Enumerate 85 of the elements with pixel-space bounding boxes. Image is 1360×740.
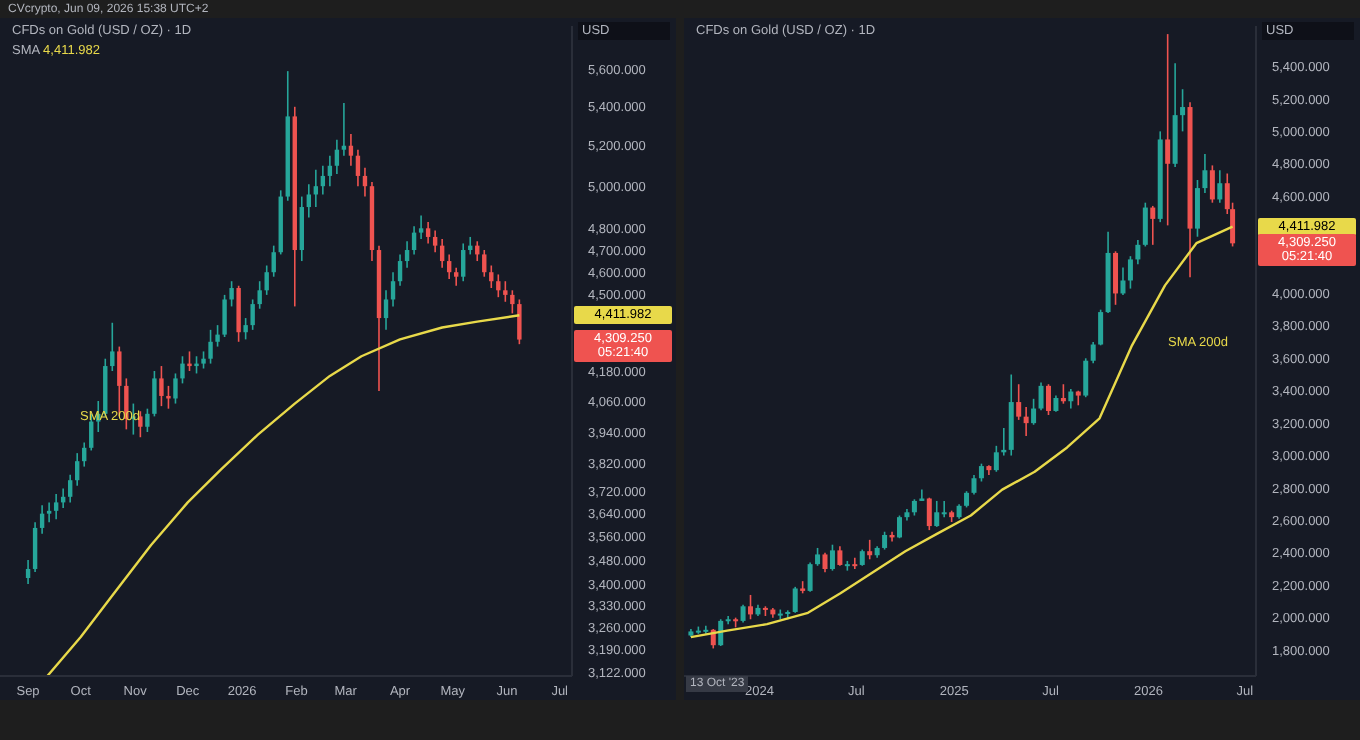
candlestick (173, 372, 178, 405)
candlestick (159, 365, 164, 407)
candlestick (1098, 308, 1104, 347)
candlestick (1217, 169, 1223, 204)
candlestick (1202, 153, 1208, 194)
candlestick (1083, 357, 1089, 398)
candlestick (934, 500, 940, 528)
candlestick (867, 539, 873, 561)
candlestick (75, 452, 80, 487)
candlestick (837, 545, 843, 567)
candlestick (208, 329, 213, 365)
candlestick (222, 294, 227, 338)
candlestick (792, 586, 798, 614)
candlestick (257, 280, 262, 310)
candlestick (1194, 179, 1200, 238)
candlestick (180, 355, 185, 385)
candlestick (482, 249, 487, 278)
candlestick (897, 514, 902, 540)
candlestick (1038, 381, 1044, 411)
candlestick (187, 350, 192, 372)
candlestick (243, 317, 248, 341)
candlestick (496, 273, 501, 298)
candlestick (510, 289, 515, 315)
candlestick (926, 496, 932, 531)
candlestick (390, 271, 396, 308)
candlestick (1016, 383, 1022, 421)
candlestick (1068, 388, 1074, 410)
candlestick (454, 266, 459, 287)
candlestick (1008, 373, 1014, 457)
candlestick (1150, 205, 1156, 246)
candlestick (1060, 383, 1066, 405)
candlestick (971, 474, 977, 496)
candlestick (461, 242, 466, 283)
candlestick (1165, 33, 1171, 227)
candlestick (250, 298, 255, 331)
candlestick (446, 253, 452, 280)
candlestick (404, 240, 410, 269)
candlestick (1127, 255, 1133, 290)
candlestick (822, 552, 828, 574)
candlestick (355, 148, 361, 187)
candlestick (25, 559, 31, 585)
candlestick (517, 298, 522, 345)
candlestick (432, 229, 438, 254)
candlestick (1031, 398, 1037, 426)
candlestick (1023, 406, 1029, 437)
candlestick (503, 280, 508, 303)
candlestick (383, 289, 389, 331)
candlestick (341, 102, 347, 157)
candlestick (1120, 266, 1126, 296)
candlestick (489, 264, 494, 289)
candlestick (145, 407, 150, 433)
candlestick (1142, 201, 1148, 248)
candlestick (110, 321, 115, 372)
candlestick (941, 500, 947, 518)
candlestick (166, 385, 171, 410)
candlestick (725, 615, 731, 625)
candlestick (229, 280, 234, 308)
candlestick (348, 133, 354, 167)
candlestick (425, 221, 431, 245)
candlestick (1090, 341, 1096, 364)
candlestick (1135, 239, 1141, 266)
candlestick (993, 445, 999, 473)
candlestick (152, 370, 157, 418)
candlestick (46, 501, 52, 524)
candlestick (236, 284, 241, 343)
candlestick (215, 324, 220, 348)
candlestick (53, 493, 59, 521)
candlestick (807, 561, 813, 593)
candlestick (306, 183, 312, 219)
candlestick (852, 556, 858, 570)
candlestick (748, 594, 754, 621)
candlestick (32, 521, 38, 573)
candlestick (299, 195, 304, 262)
candlestick (334, 139, 340, 175)
candlestick (264, 264, 269, 296)
candlestick (138, 410, 143, 439)
candlestick (1113, 250, 1119, 306)
candlestick (1045, 383, 1051, 416)
candlestick (1180, 88, 1186, 133)
candlestick (67, 473, 73, 504)
candlestick (1209, 164, 1215, 204)
candlestick (829, 543, 835, 572)
candlestick (397, 253, 403, 287)
candlestick (418, 214, 424, 240)
candlestick (271, 244, 276, 278)
